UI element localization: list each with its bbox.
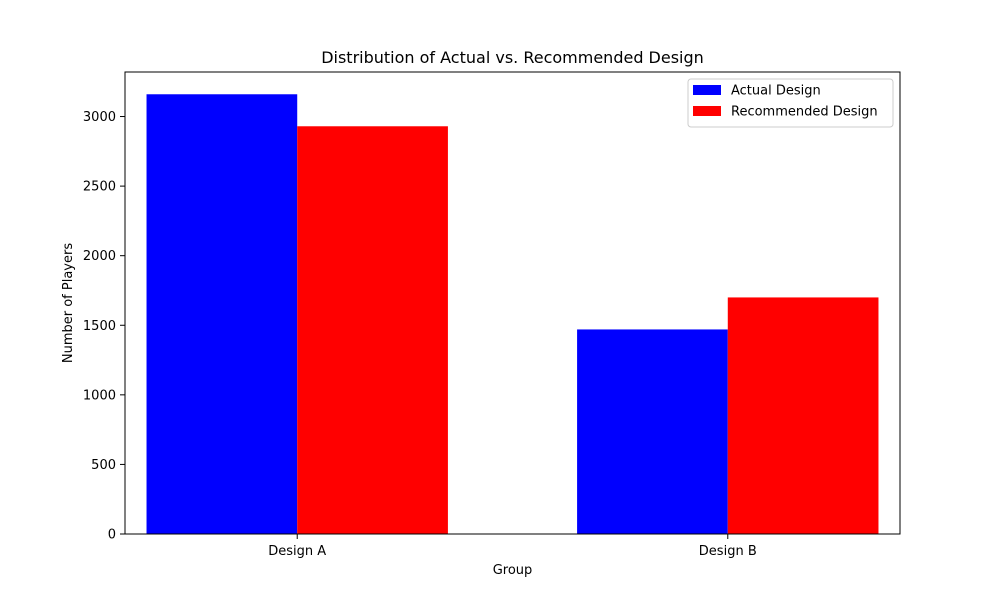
plot-frame [124,71,901,535]
legend-label: Actual Design [731,84,821,99]
x-axis-label: Group [493,563,533,578]
x-tick-label: Design A [268,544,326,559]
bars-group [146,94,879,534]
y-tick-label: 500 [91,458,116,473]
bar-recommended-design-design-a [297,126,448,534]
legend: Actual Design Recommended Design [687,78,894,128]
legend-swatch [693,106,721,116]
y-tick-label: 0 [108,528,116,543]
y-axis-label: Number of Players [61,243,76,363]
y-tick-label: 2000 [83,249,116,264]
legend-swatch [693,85,721,95]
bar-recommended-design-design-b [727,297,879,534]
x-axis: Design A Design B [268,534,757,559]
legend-label: Recommended Design [731,105,878,120]
x-tick-label: Design B [699,544,757,559]
y-axis: 0 500 1000 1500 2000 2500 3000 [83,110,125,543]
chart-title: Distribution of Actual vs. Recommended D… [321,48,704,67]
y-tick-label: 2500 [83,180,116,195]
bar-actual-design-design-a [146,94,298,534]
legend-box [687,78,894,128]
y-tick-label: 1000 [83,388,116,403]
y-tick-label: 3000 [83,110,116,125]
bar-actual-design-design-b [577,329,728,534]
y-tick-label: 1500 [83,319,116,334]
